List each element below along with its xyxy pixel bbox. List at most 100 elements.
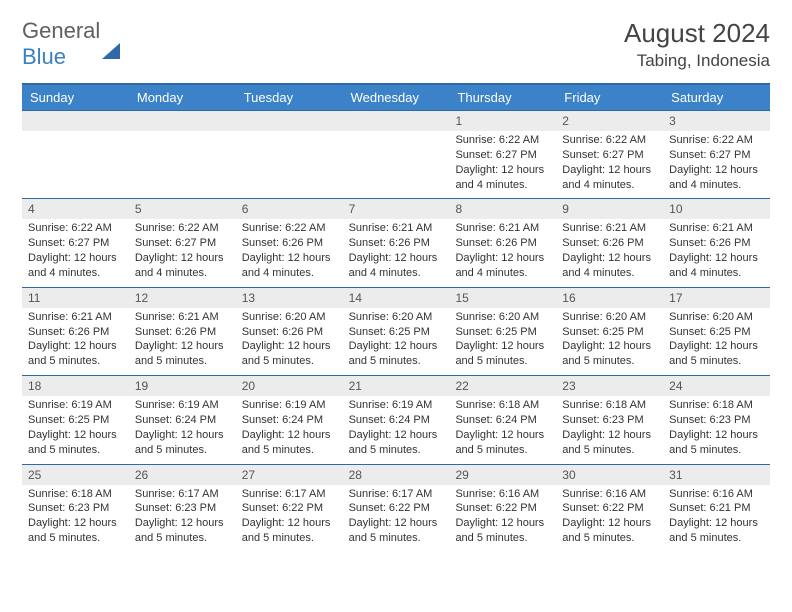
sunrise-text: Sunrise: 6:16 AM	[562, 487, 657, 502]
day-number: 17	[663, 288, 770, 308]
day-number: 6	[236, 199, 343, 219]
day-cell: 17Sunrise: 6:20 AMSunset: 6:25 PMDayligh…	[663, 288, 770, 375]
sail-icon	[102, 18, 120, 59]
day-body: Sunrise: 6:21 AMSunset: 6:26 PMDaylight:…	[556, 219, 663, 286]
day-body: Sunrise: 6:19 AMSunset: 6:24 PMDaylight:…	[236, 396, 343, 463]
day-header-thursday: Thursday	[449, 85, 556, 110]
brand-word1: General	[22, 18, 100, 43]
title-block: August 2024 Tabing, Indonesia	[624, 18, 770, 71]
day-number: 11	[22, 288, 129, 308]
day-cell: 8Sunrise: 6:21 AMSunset: 6:26 PMDaylight…	[449, 199, 556, 286]
day-cell	[343, 111, 450, 198]
day-number: 19	[129, 376, 236, 396]
day-cell: 18Sunrise: 6:19 AMSunset: 6:25 PMDayligh…	[22, 376, 129, 463]
day-body: Sunrise: 6:22 AMSunset: 6:26 PMDaylight:…	[236, 219, 343, 286]
day-body: Sunrise: 6:20 AMSunset: 6:26 PMDaylight:…	[236, 308, 343, 375]
week-row: 25Sunrise: 6:18 AMSunset: 6:23 PMDayligh…	[22, 464, 770, 552]
day-number: 5	[129, 199, 236, 219]
sunrise-text: Sunrise: 6:19 AM	[135, 398, 230, 413]
daylight-text: Daylight: 12 hours and 5 minutes.	[562, 516, 657, 546]
daylight-text: Daylight: 12 hours and 5 minutes.	[455, 516, 550, 546]
day-body: Sunrise: 6:19 AMSunset: 6:24 PMDaylight:…	[129, 396, 236, 463]
sunset-text: Sunset: 6:23 PM	[135, 501, 230, 516]
sunrise-text: Sunrise: 6:21 AM	[28, 310, 123, 325]
day-number: 10	[663, 199, 770, 219]
day-body: Sunrise: 6:18 AMSunset: 6:23 PMDaylight:…	[663, 396, 770, 463]
daylight-text: Daylight: 12 hours and 5 minutes.	[455, 339, 550, 369]
daylight-text: Daylight: 12 hours and 5 minutes.	[669, 516, 764, 546]
daylight-text: Daylight: 12 hours and 5 minutes.	[349, 339, 444, 369]
sunset-text: Sunset: 6:26 PM	[135, 325, 230, 340]
day-header-wednesday: Wednesday	[343, 85, 450, 110]
day-body: Sunrise: 6:22 AMSunset: 6:27 PMDaylight:…	[449, 131, 556, 198]
daylight-text: Daylight: 12 hours and 5 minutes.	[242, 516, 337, 546]
sunrise-text: Sunrise: 6:22 AM	[135, 221, 230, 236]
day-number: 30	[556, 465, 663, 485]
day-header-friday: Friday	[556, 85, 663, 110]
sunrise-text: Sunrise: 6:20 AM	[562, 310, 657, 325]
sunrise-text: Sunrise: 6:17 AM	[135, 487, 230, 502]
sunset-text: Sunset: 6:24 PM	[455, 413, 550, 428]
sunset-text: Sunset: 6:25 PM	[669, 325, 764, 340]
sunset-text: Sunset: 6:27 PM	[669, 148, 764, 163]
day-cell: 29Sunrise: 6:16 AMSunset: 6:22 PMDayligh…	[449, 465, 556, 552]
daylight-text: Daylight: 12 hours and 4 minutes.	[562, 251, 657, 281]
day-cell	[236, 111, 343, 198]
sunset-text: Sunset: 6:25 PM	[455, 325, 550, 340]
sunrise-text: Sunrise: 6:16 AM	[669, 487, 764, 502]
daylight-text: Daylight: 12 hours and 5 minutes.	[28, 339, 123, 369]
sunset-text: Sunset: 6:26 PM	[349, 236, 444, 251]
sunrise-text: Sunrise: 6:18 AM	[455, 398, 550, 413]
sunset-text: Sunset: 6:26 PM	[669, 236, 764, 251]
day-number	[343, 111, 450, 131]
sunrise-text: Sunrise: 6:18 AM	[562, 398, 657, 413]
sunrise-text: Sunrise: 6:19 AM	[242, 398, 337, 413]
day-cell: 3Sunrise: 6:22 AMSunset: 6:27 PMDaylight…	[663, 111, 770, 198]
day-number: 15	[449, 288, 556, 308]
day-number: 2	[556, 111, 663, 131]
day-number: 29	[449, 465, 556, 485]
week-row: 4Sunrise: 6:22 AMSunset: 6:27 PMDaylight…	[22, 198, 770, 286]
week-row: 18Sunrise: 6:19 AMSunset: 6:25 PMDayligh…	[22, 375, 770, 463]
day-cell: 20Sunrise: 6:19 AMSunset: 6:24 PMDayligh…	[236, 376, 343, 463]
day-cell	[129, 111, 236, 198]
daylight-text: Daylight: 12 hours and 5 minutes.	[28, 516, 123, 546]
day-number: 31	[663, 465, 770, 485]
sunset-text: Sunset: 6:27 PM	[135, 236, 230, 251]
sunset-text: Sunset: 6:21 PM	[669, 501, 764, 516]
day-body: Sunrise: 6:22 AMSunset: 6:27 PMDaylight:…	[129, 219, 236, 286]
day-cell: 1Sunrise: 6:22 AMSunset: 6:27 PMDaylight…	[449, 111, 556, 198]
sunrise-text: Sunrise: 6:18 AM	[28, 487, 123, 502]
sunset-text: Sunset: 6:23 PM	[562, 413, 657, 428]
sunset-text: Sunset: 6:27 PM	[28, 236, 123, 251]
day-body: Sunrise: 6:19 AMSunset: 6:25 PMDaylight:…	[22, 396, 129, 463]
day-body: Sunrise: 6:19 AMSunset: 6:24 PMDaylight:…	[343, 396, 450, 463]
day-cell: 10Sunrise: 6:21 AMSunset: 6:26 PMDayligh…	[663, 199, 770, 286]
day-number	[22, 111, 129, 131]
sunrise-text: Sunrise: 6:20 AM	[349, 310, 444, 325]
daylight-text: Daylight: 12 hours and 5 minutes.	[669, 428, 764, 458]
daylight-text: Daylight: 12 hours and 5 minutes.	[135, 516, 230, 546]
daylight-text: Daylight: 12 hours and 4 minutes.	[455, 251, 550, 281]
day-body: Sunrise: 6:21 AMSunset: 6:26 PMDaylight:…	[663, 219, 770, 286]
month-title: August 2024	[624, 18, 770, 49]
sunset-text: Sunset: 6:25 PM	[349, 325, 444, 340]
sunrise-text: Sunrise: 6:17 AM	[349, 487, 444, 502]
day-number: 23	[556, 376, 663, 396]
day-number: 21	[343, 376, 450, 396]
sunset-text: Sunset: 6:26 PM	[242, 236, 337, 251]
day-cell: 24Sunrise: 6:18 AMSunset: 6:23 PMDayligh…	[663, 376, 770, 463]
sunset-text: Sunset: 6:22 PM	[562, 501, 657, 516]
day-body: Sunrise: 6:16 AMSunset: 6:22 PMDaylight:…	[449, 485, 556, 552]
day-body: Sunrise: 6:18 AMSunset: 6:23 PMDaylight:…	[556, 396, 663, 463]
sunset-text: Sunset: 6:27 PM	[455, 148, 550, 163]
day-header-monday: Monday	[129, 85, 236, 110]
sunrise-text: Sunrise: 6:16 AM	[455, 487, 550, 502]
sunrise-text: Sunrise: 6:20 AM	[669, 310, 764, 325]
day-body: Sunrise: 6:18 AMSunset: 6:24 PMDaylight:…	[449, 396, 556, 463]
day-body: Sunrise: 6:16 AMSunset: 6:21 PMDaylight:…	[663, 485, 770, 552]
weeks: 1Sunrise: 6:22 AMSunset: 6:27 PMDaylight…	[22, 110, 770, 552]
sunset-text: Sunset: 6:26 PM	[242, 325, 337, 340]
day-body: Sunrise: 6:20 AMSunset: 6:25 PMDaylight:…	[449, 308, 556, 375]
brand-text: General Blue	[22, 18, 120, 70]
